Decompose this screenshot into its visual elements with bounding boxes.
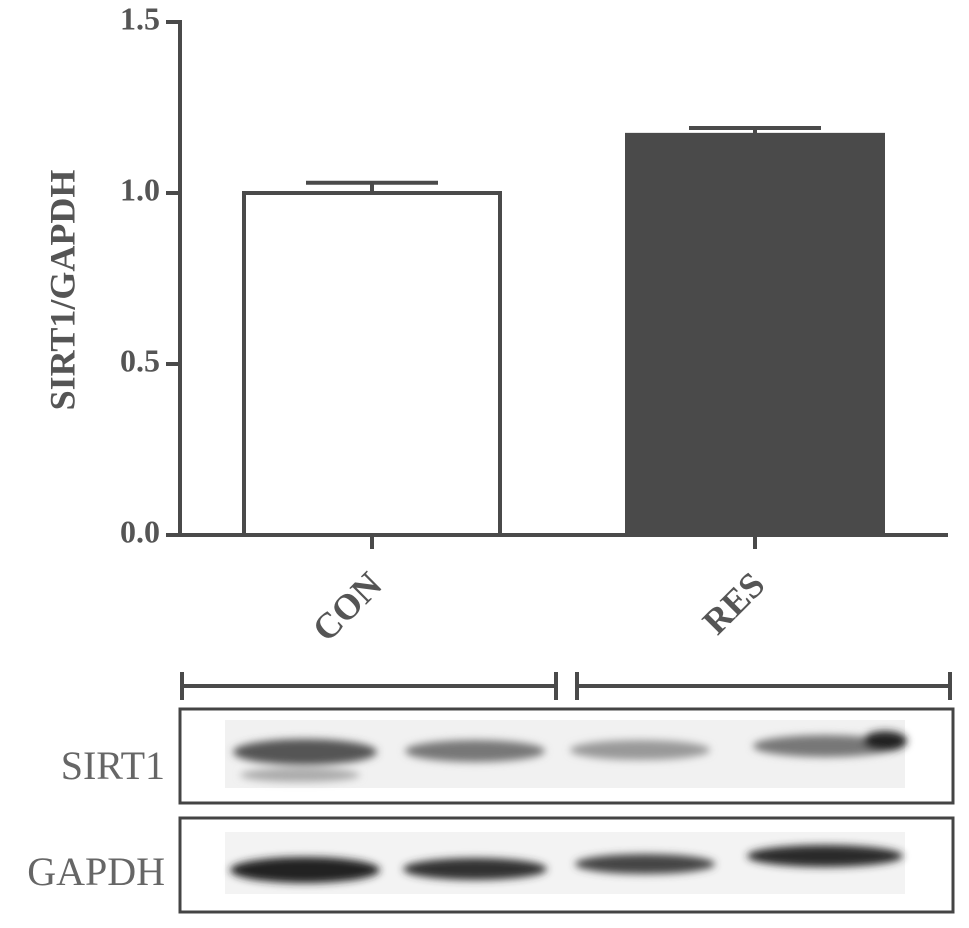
x-tick-label: CON — [305, 564, 390, 649]
blot-label: SIRT1 — [61, 743, 165, 788]
y-tick-label: 0.0 — [120, 513, 160, 549]
x-tick-label: RES — [695, 564, 773, 642]
sirt1-bands — [233, 731, 907, 782]
y-tick-label: 1.5 — [120, 0, 160, 36]
bar — [242, 191, 502, 537]
bar — [625, 132, 885, 538]
y-tick-label: 1.0 — [120, 171, 160, 207]
y-tick-label: 0.5 — [120, 342, 160, 378]
gapdh-bands — [230, 845, 903, 883]
blot-label: GAPDH — [27, 849, 165, 894]
blot: SIRT1 GAPDH — [27, 672, 955, 914]
group-brackets — [180, 672, 952, 700]
y-axis-label: SIRT1/GAPDH — [42, 170, 82, 411]
